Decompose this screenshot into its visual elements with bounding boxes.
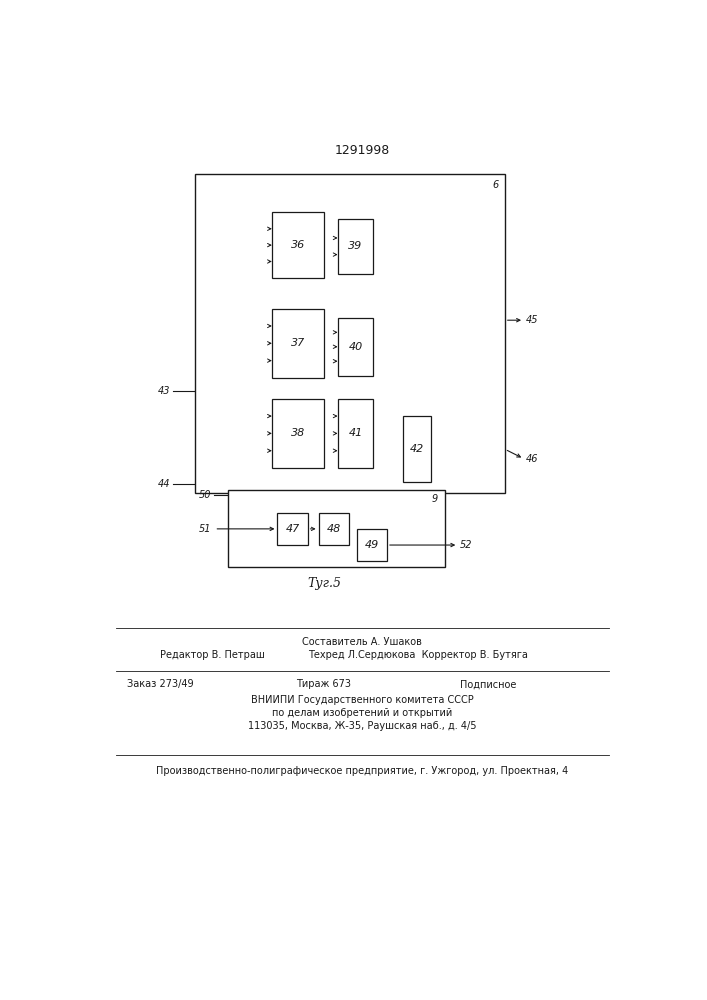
Text: 37: 37 xyxy=(291,338,305,348)
Text: Составитель А. Ушаков: Составитель А. Ушаков xyxy=(303,637,422,647)
Text: 45: 45 xyxy=(525,315,538,325)
Bar xyxy=(404,416,431,482)
Text: 1291998: 1291998 xyxy=(334,144,390,157)
Text: 40: 40 xyxy=(349,342,363,352)
Text: 43: 43 xyxy=(158,386,170,396)
Bar xyxy=(228,490,445,567)
Text: Тираж 673: Тираж 673 xyxy=(296,679,351,689)
Text: Редактор В. Петраш: Редактор В. Петраш xyxy=(160,650,264,660)
Text: 52: 52 xyxy=(460,540,472,550)
Bar xyxy=(338,399,373,468)
Text: 44: 44 xyxy=(158,479,170,489)
Text: 50: 50 xyxy=(199,490,211,500)
Text: 49: 49 xyxy=(365,540,379,550)
Text: 113035, Москва, Ж-35, Раушская наб., д. 4/5: 113035, Москва, Ж-35, Раушская наб., д. … xyxy=(248,721,477,731)
Text: Производственно-полиграфическое предприятие, г. Ужгород, ул. Проектная, 4: Производственно-полиграфическое предприя… xyxy=(156,766,568,776)
Text: 9: 9 xyxy=(432,494,438,504)
Text: 41: 41 xyxy=(349,428,363,438)
Bar xyxy=(272,399,324,468)
Bar xyxy=(338,219,373,274)
Text: 48: 48 xyxy=(327,524,341,534)
Bar xyxy=(195,174,505,493)
Bar xyxy=(319,513,349,545)
Bar xyxy=(338,318,373,376)
Bar xyxy=(277,513,308,545)
Text: 38: 38 xyxy=(291,428,305,438)
Text: 6: 6 xyxy=(492,180,498,190)
Bar xyxy=(357,529,387,561)
Text: Подписное: Подписное xyxy=(460,679,517,689)
Text: 46: 46 xyxy=(525,454,538,464)
Bar xyxy=(272,212,324,278)
Text: Τуг.5: Τуг.5 xyxy=(307,577,341,590)
Text: 42: 42 xyxy=(410,444,424,454)
Text: 47: 47 xyxy=(286,524,300,534)
Text: 36: 36 xyxy=(291,240,305,250)
Text: по делам изобретений и открытий: по делам изобретений и открытий xyxy=(272,708,452,718)
Text: 51: 51 xyxy=(199,524,211,534)
Text: Τуг.4: Τуг.4 xyxy=(301,509,336,522)
Text: 39: 39 xyxy=(349,241,363,251)
Bar xyxy=(272,309,324,378)
Text: Заказ 273/49: Заказ 273/49 xyxy=(127,679,193,689)
Text: ВНИИПИ Государственного комитета СССР: ВНИИПИ Государственного комитета СССР xyxy=(251,695,474,705)
Text: Техред Л.Сердюкова  Корректор В. Бутяга: Техред Л.Сердюкова Корректор В. Бутяга xyxy=(308,650,527,660)
